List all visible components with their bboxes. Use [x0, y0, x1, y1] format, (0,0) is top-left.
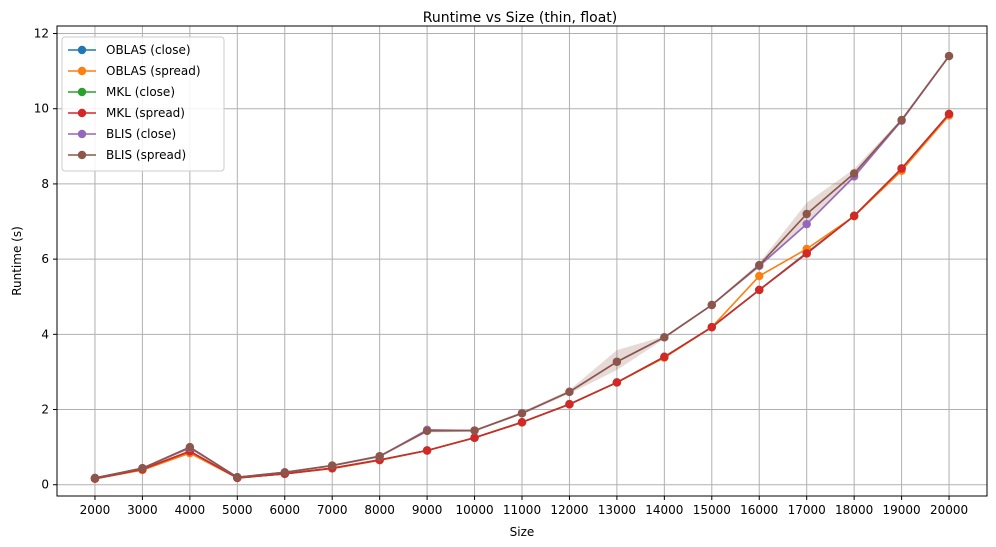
y-tick-label: 2: [41, 403, 49, 417]
y-tick-label: 12: [34, 27, 49, 41]
data-point: [660, 333, 669, 342]
data-point: [755, 260, 764, 270]
data-point: [897, 115, 906, 125]
data-point: [802, 209, 811, 219]
data-point: [138, 463, 147, 473]
data-point: [565, 387, 574, 397]
data-point: [755, 271, 764, 281]
x-tick-label: 20000: [930, 503, 968, 517]
y-tick-label: 10: [34, 102, 49, 116]
data-point: [185, 442, 195, 452]
data-point: [660, 352, 669, 362]
x-tick-label: 15000: [693, 503, 731, 517]
x-tick-label: 12000: [550, 503, 588, 517]
legend-marker: [77, 108, 87, 118]
data-point: [422, 446, 432, 455]
legend-marker: [77, 66, 87, 76]
data-point: [280, 468, 289, 477]
x-tick-label: 2000: [80, 503, 111, 517]
data-point: [802, 249, 811, 258]
data-point: [897, 164, 906, 173]
legend-label: OBLAS (close): [106, 43, 191, 57]
data-point: [565, 400, 574, 409]
data-point: [612, 378, 622, 387]
x-tick-label: 11000: [503, 503, 541, 517]
grid: [57, 26, 987, 496]
x-tick-label: 5000: [222, 503, 253, 517]
legend-box: [61, 36, 225, 172]
data-point: [470, 433, 479, 442]
data-point: [755, 285, 764, 295]
x-ticks: 2000 3000 4000 5000 6000 7000 8000 9000 10000 110…: [80, 496, 968, 517]
x-tick-label: 8000: [364, 503, 395, 517]
x-tick-label: 10000: [455, 503, 493, 517]
legend-marker: [77, 87, 87, 97]
data-point: [707, 322, 716, 332]
data-point: [90, 473, 100, 483]
x-tick-label: 16000: [740, 503, 778, 517]
data-point: [375, 451, 384, 461]
x-tick-label: 3000: [127, 503, 158, 517]
x-tick-label: 14000: [645, 503, 683, 517]
legend-marker: [77, 150, 87, 160]
legend-marker: [77, 45, 87, 55]
x-tick-label: 4000: [175, 503, 206, 517]
data-point: [707, 300, 716, 310]
x-tick-label: 13000: [598, 503, 636, 517]
data-point: [802, 219, 811, 229]
series-group: [90, 51, 954, 483]
legend-label: MKL (close): [106, 85, 175, 99]
data-point: [849, 211, 859, 221]
data-point: [612, 357, 622, 366]
x-tick-label: 19000: [882, 503, 920, 517]
legend: OBLAS (close) OBLAS (spread) MKL (close) MK…: [61, 36, 225, 172]
legend-marker: [77, 129, 87, 139]
y-tick-label: 0: [41, 478, 49, 492]
legend-label: BLIS (spread): [106, 148, 186, 162]
y-tick-label: 6: [41, 252, 49, 266]
data-point: [944, 51, 954, 61]
data-point: [517, 409, 527, 418]
chart-title: Runtime vs Size (thin, float): [423, 10, 618, 26]
x-tick-label: 6000: [269, 503, 300, 517]
y-tick-label: 4: [41, 327, 49, 341]
data-point: [422, 426, 432, 436]
series-lines: [90, 51, 954, 483]
x-tick-label: 17000: [788, 503, 826, 517]
data-point: [517, 418, 527, 427]
data-point: [233, 473, 242, 482]
x-tick-label: 18000: [835, 503, 873, 517]
x-tick-label: 7000: [317, 503, 348, 517]
data-point: [470, 426, 479, 435]
data-point: [849, 169, 859, 178]
legend-label: MKL (spread): [106, 106, 185, 120]
legend-label: BLIS (close): [106, 127, 176, 141]
x-tick-label: 9000: [412, 503, 443, 517]
legend-label: OBLAS (spread): [106, 64, 201, 78]
data-point: [328, 461, 337, 470]
y-ticks: 0 2 4 6 8 10 12: [34, 27, 57, 492]
y-tick-label: 8: [41, 177, 49, 191]
y-axis-label: Runtime (s): [10, 226, 24, 296]
data-point: [944, 109, 954, 119]
x-axis-label: Size: [510, 525, 535, 539]
